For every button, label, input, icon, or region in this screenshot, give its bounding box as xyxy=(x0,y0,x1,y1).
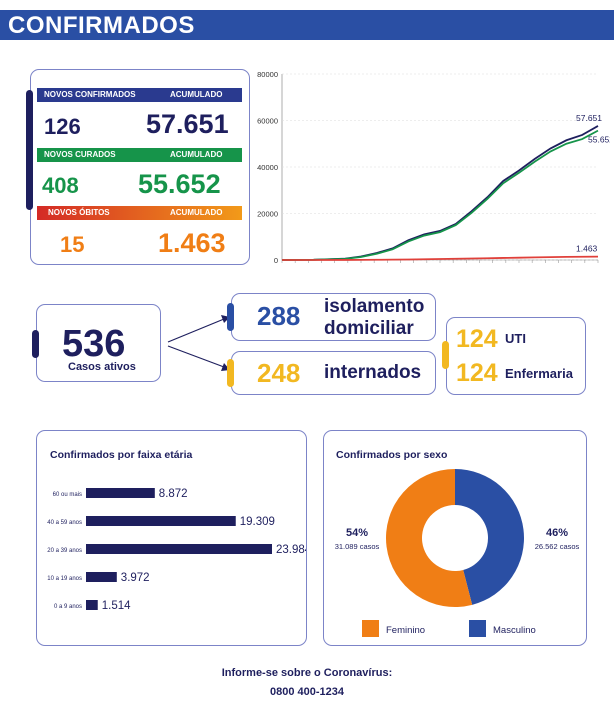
obitos-new: 15 xyxy=(60,232,85,257)
active-cases-card xyxy=(36,304,161,382)
donut-slice-masculino xyxy=(455,469,525,605)
y-tick-label: 20000 xyxy=(257,210,278,219)
internados-label: internados xyxy=(324,362,422,383)
legend-label-feminino: Feminino xyxy=(386,625,425,636)
obitos-label: NOVOS ÓBITOS xyxy=(48,208,110,217)
series-line-2 xyxy=(281,255,599,261)
confirmados-bar xyxy=(37,88,242,102)
isolamento-label-2: domiciliar xyxy=(324,318,414,339)
confirmados-acc: 57.651 xyxy=(146,109,229,139)
curados-label: NOVOS CURADOS xyxy=(44,150,116,159)
confirmados-acc-label: ACUMULADO xyxy=(170,90,223,99)
active-cases-accent xyxy=(32,330,39,358)
age-category-label: 20 a 39 anos xyxy=(47,548,82,554)
y-tick-label: 40000 xyxy=(257,163,278,172)
age-bar xyxy=(86,516,236,526)
footer-line-2: 0800 400-1234 xyxy=(269,686,344,698)
uti-label: UTI xyxy=(505,331,526,346)
series-end-label-2: 1.463 xyxy=(576,244,598,254)
sex-donut-chart: 54% 31.089 casos 46% 26.562 casos Feminino Ma… xyxy=(335,469,580,637)
arrow-to-isolamento xyxy=(167,318,225,343)
age-bar-value: 3.972 xyxy=(121,572,150,584)
legend-swatch-masculino xyxy=(469,620,486,637)
active-cases-value: 536 xyxy=(62,323,126,365)
enfermaria-label: Enfermaria xyxy=(505,366,573,381)
obitos-acc: 1.463 xyxy=(158,228,226,258)
enfermaria-value: 124 xyxy=(456,359,498,387)
age-bar-value: 23.984 xyxy=(276,544,306,556)
curados-acc-label: ACUMULADO xyxy=(170,150,223,159)
arrow-to-internados xyxy=(167,345,225,368)
active-cases-label: Casos ativos xyxy=(68,361,136,373)
series-end-label-0: 57.651 xyxy=(576,113,602,123)
flow-arrows xyxy=(167,315,230,371)
age-chart-card xyxy=(36,430,307,646)
series-line-0 xyxy=(281,125,599,261)
sex-chart-card xyxy=(323,430,587,646)
legend-label-masculino: Masculino xyxy=(493,625,536,636)
hospital-accent xyxy=(442,341,449,369)
age-bar xyxy=(86,488,155,498)
age-bar-value: 1.514 xyxy=(102,600,131,612)
y-tick-label: 0 xyxy=(274,256,278,265)
age-bar-chart: 60 ou mais 8.872 40 a 59 anos 19.309 20 a 39… xyxy=(47,488,306,612)
confirmados-new: 126 xyxy=(44,114,81,139)
series-end-label-1: 55.652 xyxy=(588,135,610,145)
obitos-acc-label: ACUMULADO xyxy=(170,208,223,217)
isolamento-label-1: isolamento xyxy=(324,296,425,317)
cumulative-line-chart: 0 20000 40000 60000 80000 57.651 55.652 1.463 xyxy=(257,70,610,265)
y-tick-label: 80000 xyxy=(257,70,278,79)
curados-bar xyxy=(37,148,242,162)
header-bar xyxy=(0,10,614,40)
y-tick-label: 60000 xyxy=(257,117,278,126)
hospital-card xyxy=(446,317,586,395)
age-bar-value: 8.872 xyxy=(159,488,188,500)
masculino-count: 26.562 casos xyxy=(535,542,580,551)
isolamento-accent xyxy=(227,303,234,331)
curados-acc: 55.652 xyxy=(138,169,221,199)
obitos-bar xyxy=(37,206,242,220)
uti-value: 124 xyxy=(456,325,498,353)
age-bar xyxy=(86,544,272,554)
donut-slice-feminino xyxy=(386,469,473,607)
internados-value: 248 xyxy=(257,358,301,388)
sex-chart-title: Confirmados por sexo xyxy=(336,449,448,461)
internados-accent xyxy=(227,359,234,387)
footer-line-1: Informe-se sobre o Coronavírus: xyxy=(221,667,393,679)
page-title: CONFIRMADOS xyxy=(8,12,195,39)
masculino-pct: 46% xyxy=(546,527,568,539)
age-bar-value: 19.309 xyxy=(240,516,275,528)
curados-new: 408 xyxy=(42,173,79,198)
isolamento-card xyxy=(231,293,436,341)
age-bar xyxy=(86,600,98,610)
age-chart-title: Confirmados por faixa etária xyxy=(50,449,193,461)
series-line-1 xyxy=(281,129,599,261)
age-category-label: 10 a 19 anos xyxy=(47,576,82,582)
age-category-label: 0 a 9 anos xyxy=(54,604,82,610)
age-category-label: 60 ou mais xyxy=(53,492,82,498)
isolamento-value: 288 xyxy=(257,301,301,331)
age-bar xyxy=(86,572,117,582)
internados-card xyxy=(231,351,436,395)
age-category-label: 40 a 59 anos xyxy=(47,520,82,526)
confirmados-label: NOVOS CONFIRMADOS xyxy=(44,90,136,99)
feminino-pct: 54% xyxy=(346,527,368,539)
summary-accent xyxy=(26,90,33,210)
legend-swatch-feminino xyxy=(362,620,379,637)
feminino-count: 31.089 casos xyxy=(335,542,380,551)
